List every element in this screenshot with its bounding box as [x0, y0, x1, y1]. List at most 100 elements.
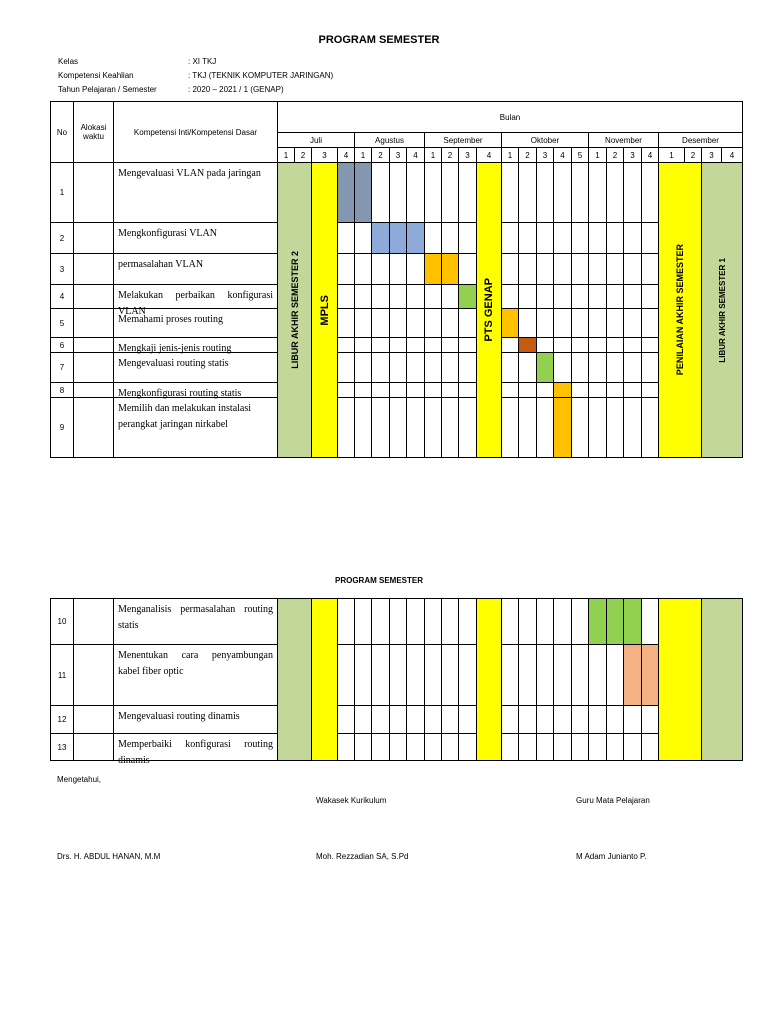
- week-slot: [424, 644, 442, 706]
- row-alokasi: [73, 733, 114, 761]
- week-slot: [389, 284, 407, 309]
- week-slot: [458, 222, 477, 254]
- schedule-cell: [458, 284, 477, 309]
- week-slot: [571, 162, 589, 223]
- week-slot: [623, 162, 642, 223]
- week-slot: [406, 382, 425, 398]
- week-slot: [406, 644, 425, 706]
- week-slot: [406, 337, 425, 353]
- week-slot: [606, 222, 624, 254]
- week-cell: 3: [389, 147, 407, 163]
- week-slot: [371, 598, 390, 645]
- week-slot: [571, 352, 589, 383]
- week-slot: [518, 222, 537, 254]
- month-cell: September: [424, 132, 502, 148]
- week-slot: [389, 382, 407, 398]
- week-slot: [354, 222, 372, 254]
- week-slot: [518, 162, 537, 223]
- week-slot: [571, 284, 589, 309]
- week-slot: [623, 337, 642, 353]
- week-slot: [501, 397, 519, 458]
- schedule-cell: [354, 162, 372, 223]
- week-slot: [371, 162, 390, 223]
- week-slot: [371, 705, 390, 734]
- week-slot: [641, 705, 659, 734]
- week-slot: [571, 253, 589, 285]
- week-cell: 4: [406, 147, 425, 163]
- week-cell: 2: [371, 147, 390, 163]
- week-slot: [354, 733, 372, 761]
- week-slot: [501, 705, 519, 734]
- week-slot: [536, 337, 554, 353]
- sign-known: Mengetahui,: [57, 775, 102, 784]
- week-slot: [424, 222, 442, 254]
- week-slot: [458, 352, 477, 383]
- week-slot: [501, 644, 519, 706]
- week-slot: [588, 162, 607, 223]
- row-no: 6: [50, 337, 74, 353]
- week-slot: [424, 598, 442, 645]
- row-no: 11: [50, 644, 74, 706]
- row-text: permasalahan VLAN: [113, 253, 278, 285]
- row-no: 12: [50, 705, 74, 734]
- row-alokasi: [73, 352, 114, 383]
- week-slot: [371, 352, 390, 383]
- schedule-cell: [518, 337, 537, 353]
- week-slot: [458, 382, 477, 398]
- week-slot: [441, 382, 459, 398]
- week-slot: [458, 598, 477, 645]
- week-slot: [389, 397, 407, 458]
- schedule-cell: [536, 352, 554, 383]
- week-slot: [606, 397, 624, 458]
- schedule-cell: [389, 222, 407, 254]
- week-slot: [518, 705, 537, 734]
- week-slot: [389, 352, 407, 383]
- row-text: Memilih dan melakukan instalasi perangka…: [113, 397, 278, 458]
- row-no: 1: [50, 162, 74, 223]
- week-slot: [518, 598, 537, 645]
- week-slot: [501, 352, 519, 383]
- week-slot: [441, 644, 459, 706]
- week-slot: [337, 705, 355, 734]
- week-slot: [441, 308, 459, 338]
- row-text: Mengkaji jenis-jenis routing: [113, 337, 278, 354]
- sign-role: Guru Mata Pelajaran: [576, 796, 650, 805]
- band: [311, 598, 338, 761]
- week-slot: [606, 352, 624, 383]
- sign-role: Wakasek Kurikulum: [316, 796, 387, 805]
- band: LIBUR AKHIR SEMESTER 2: [277, 162, 312, 458]
- week-cell: 2: [684, 147, 702, 163]
- band-label: MPLS: [318, 294, 331, 326]
- week-slot: [424, 162, 442, 223]
- week-slot: [406, 253, 425, 285]
- week-slot: [501, 337, 519, 353]
- week-cell: 4: [553, 147, 572, 163]
- week-slot: [536, 705, 554, 734]
- week-slot: [518, 284, 537, 309]
- week-slot: [501, 253, 519, 285]
- row-alokasi: [73, 162, 114, 223]
- week-slot: [571, 337, 589, 353]
- week-cell: 2: [606, 147, 624, 163]
- row-no: 2: [50, 222, 74, 254]
- week-slot: [406, 733, 425, 761]
- row-text: Mengevaluasi routing dinamis: [113, 705, 278, 734]
- week-slot: [389, 253, 407, 285]
- week-slot: [337, 352, 355, 383]
- week-cell: 5: [571, 147, 589, 163]
- week-slot: [441, 598, 459, 645]
- header-cell: Alokasi waktu: [73, 101, 114, 163]
- week-slot: [389, 598, 407, 645]
- week-slot: [337, 284, 355, 309]
- row-alokasi: [73, 397, 114, 458]
- info-label: Kompetensi Keahlian: [58, 71, 134, 80]
- week-slot: [441, 705, 459, 734]
- schedule-cell: [623, 598, 642, 645]
- week-slot: [354, 705, 372, 734]
- week-slot: [553, 284, 572, 309]
- week-slot: [623, 705, 642, 734]
- info-label: Kelas: [58, 57, 79, 66]
- week-slot: [606, 284, 624, 309]
- week-slot: [518, 644, 537, 706]
- week-slot: [588, 284, 607, 309]
